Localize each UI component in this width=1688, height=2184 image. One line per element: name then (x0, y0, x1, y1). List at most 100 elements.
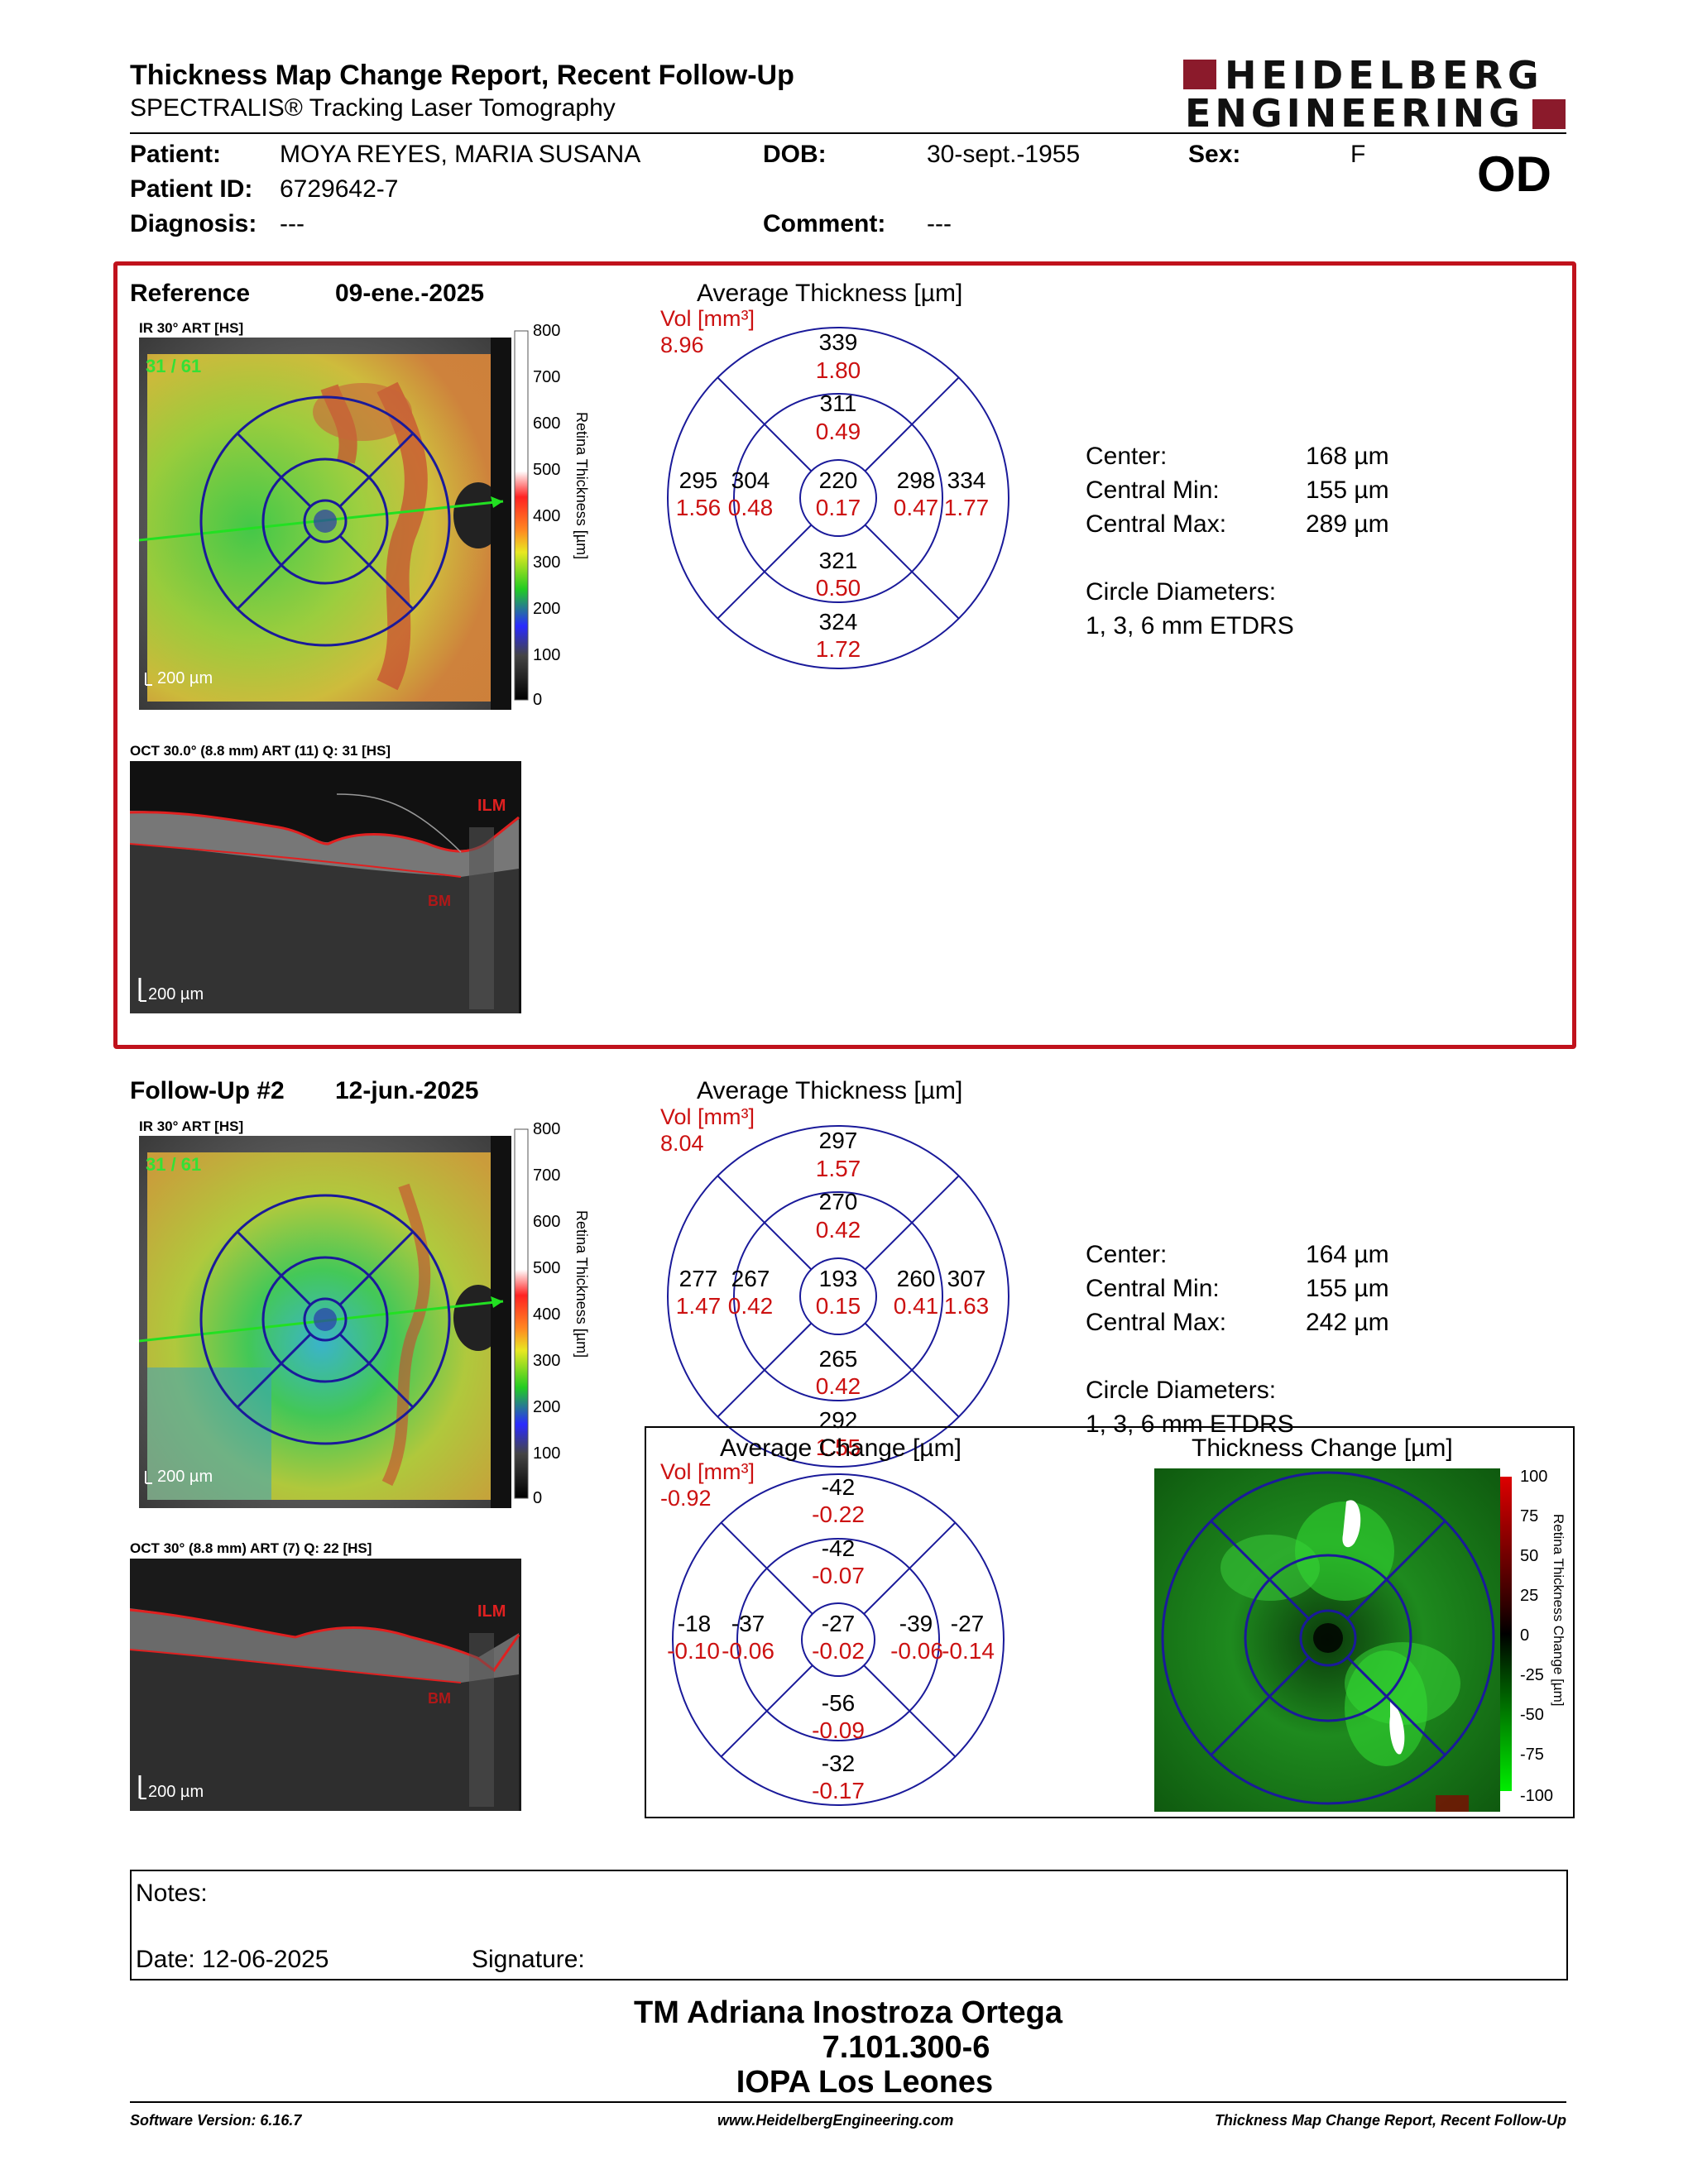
change-vol-value: -0.92 (660, 1486, 712, 1511)
ch-tick-100: 100 (1520, 1468, 1548, 1486)
fu-cbar-tick-500: 500 (533, 1259, 561, 1277)
change-cbar-title: Retina Thickness Change [µm] (1551, 1514, 1566, 1707)
fu-inner-sup-thickness: 270 (818, 1189, 858, 1214)
fu-outer-temp-volume: 1.47 (675, 1293, 722, 1319)
fu-inner-inf-volume: 0.42 (815, 1373, 861, 1399)
cbar-tick-800: 800 (533, 322, 561, 340)
change-colorbar: 100 75 50 25 0 -25 -50 -75 -100 Retina T… (1500, 1468, 1571, 1816)
ch-inner-nasal-thickness: -39 (899, 1611, 933, 1636)
frame-counter: 31 / 61 (146, 356, 201, 376)
cbar-tick-100: 100 (533, 646, 561, 664)
center-volume: 0.17 (815, 495, 861, 520)
vol-value: 8.96 (660, 333, 704, 357)
ch-tick-m75: -75 (1520, 1746, 1544, 1764)
avg-change-title: Average Change [µm] (720, 1434, 961, 1462)
ch-inner-temp-volume: -0.06 (722, 1638, 774, 1664)
logo-text-2: ENGINEERING (1185, 91, 1524, 136)
notes-box (130, 1870, 1568, 1980)
ch-outer-inf-volume: -0.17 (812, 1778, 865, 1803)
fu-outer-nasal-volume: 1.63 (943, 1293, 990, 1319)
ch-center-volume: -0.02 (812, 1638, 865, 1664)
ch-outer-temp-volume: -0.10 (667, 1638, 720, 1664)
fu-outer-sup-volume: 1.57 (815, 1156, 861, 1181)
ch-outer-inf-thickness: -32 (821, 1751, 856, 1776)
center-thickness: 220 (818, 467, 858, 493)
ch-outer-nasal-volume: -0.14 (942, 1638, 995, 1664)
cbar-tick-400: 400 (533, 507, 561, 525)
fu-cbar-title: Retina Thickness [µm] (573, 1210, 590, 1358)
oct-caption: OCT 30.0° (8.8 mm) ART (11) Q: 31 [HS] (130, 743, 391, 759)
ch-tick-50: 50 (1520, 1547, 1539, 1565)
fu-cbar-tick-800: 800 (533, 1120, 561, 1138)
fu-cbar-tick-700: 700 (533, 1166, 561, 1185)
patient-id-label: Patient ID: (130, 175, 253, 203)
followup-ir-caption: IR 30° ART [HS] (139, 1118, 244, 1134)
reference-label: Reference (130, 280, 251, 307)
ch-outer-nasal-thickness: -27 (950, 1611, 985, 1636)
outer-temp-volume: 1.56 (675, 495, 722, 520)
outer-sup-thickness: 339 (818, 329, 858, 355)
inner-inf-thickness: 321 (818, 548, 858, 573)
eye-label: OD (1477, 146, 1551, 202)
ch-tick-m50: -50 (1520, 1706, 1544, 1724)
change-map-grid (1161, 1471, 1495, 1805)
ch-tick-m25: -25 (1520, 1666, 1544, 1684)
outer-temp-thickness: 295 (679, 467, 718, 493)
inner-temp-volume: 0.48 (727, 495, 774, 520)
patient-name: MOYA REYES, MARIA SUSANA (280, 141, 641, 168)
fu-outer-nasal-thickness: 307 (947, 1266, 986, 1291)
ch-tick-25: 25 (1520, 1587, 1539, 1605)
sex-value: F (1350, 141, 1366, 168)
comment-label: Comment: (763, 210, 886, 237)
reference-oct-image: ILM BM 200 µm (129, 761, 521, 1013)
software-version: Software Version: 6.16.7 (130, 2112, 302, 2129)
fu-inner-nasal-thickness: 260 (896, 1266, 936, 1291)
followup-oct-caption: OCT 30° (8.8 mm) ART (7) Q: 22 [HS] (130, 1540, 372, 1556)
ch-outer-sup-volume: -0.22 (812, 1502, 865, 1527)
signature-label: Signature: (472, 1946, 585, 1973)
ch-inner-nasal-volume: -0.06 (890, 1638, 943, 1664)
inner-nasal-thickness: 298 (896, 467, 936, 493)
fu-circle-diameters-value: 1, 3, 6 mm ETDRS (1086, 1410, 1294, 1438)
inner-nasal-volume: 0.47 (893, 495, 939, 520)
cbar-tick-300: 300 (533, 553, 561, 572)
avg-thickness-title: Average Thickness [µm] (697, 280, 963, 307)
inner-inf-volume: 0.50 (815, 575, 861, 601)
logo-block-top (1183, 60, 1216, 89)
center-label: Center: (1086, 443, 1168, 470)
thickness-change-map (1154, 1468, 1500, 1812)
fu-center-thickness: 193 (818, 1266, 858, 1291)
bm-label: BM (428, 893, 451, 909)
ch-outer-sup-thickness: -42 (821, 1474, 856, 1500)
footer-report-name: Thickness Map Change Report, Recent Foll… (1214, 2112, 1566, 2129)
footer-url[interactable]: www.HeidelbergEngineering.com (717, 2112, 954, 2129)
reference-map-svg: 31 / 61 200 µm (138, 338, 511, 710)
logo-block-bottom (1532, 99, 1566, 129)
reference-date: 09-ene.-2025 (335, 280, 485, 307)
fu-inner-sup-volume: 0.42 (815, 1217, 861, 1243)
center-value: 168 µm (1306, 443, 1389, 470)
ch-tick-m100: -100 (1520, 1787, 1554, 1805)
fu-central-min-label: Central Min: (1086, 1275, 1220, 1302)
fu-center-label: Center: (1086, 1241, 1168, 1268)
cbar-tick-500: 500 (533, 461, 561, 479)
central-min-value: 155 µm (1306, 477, 1389, 504)
followup-frame-counter: 31 / 61 (146, 1154, 201, 1175)
patient-id: 6729642-7 (280, 175, 399, 203)
followup-ilm-label: ILM (477, 1602, 506, 1621)
fu-cbar-tick-400: 400 (533, 1305, 561, 1324)
cbar-tick-200: 200 (533, 600, 561, 618)
outer-nasal-thickness: 334 (947, 467, 986, 493)
inner-sup-thickness: 311 (819, 390, 857, 416)
cbar-title: Retina Thickness [µm] (573, 412, 590, 560)
footer-rule (130, 2101, 1566, 2103)
thickness-change-title: Thickness Change [µm] (1192, 1434, 1453, 1462)
notes-label: Notes: (136, 1880, 208, 1907)
ch-inner-sup-thickness: -42 (821, 1535, 856, 1561)
signer-name: TM Adriana Inostroza Ortega (634, 1995, 1062, 2030)
circle-diameters-label: Circle Diameters: (1086, 578, 1277, 606)
fu-cbar-tick-600: 600 (533, 1213, 561, 1231)
fu-inner-temp-thickness: 267 (731, 1266, 770, 1291)
diagnosis-label: Diagnosis: (130, 210, 257, 237)
followup-thickness-map: 31 / 61 200 µm (138, 1136, 511, 1508)
